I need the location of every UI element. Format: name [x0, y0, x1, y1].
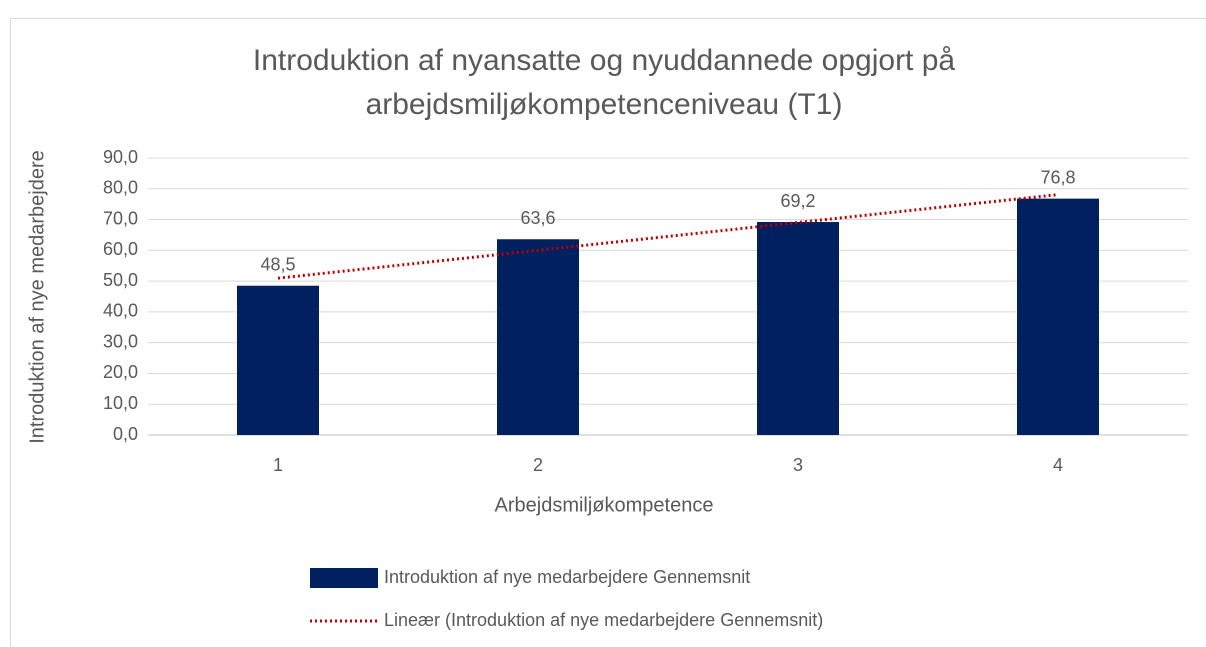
y-tick-label: 30,0 — [103, 331, 138, 351]
x-tick-label: 3 — [793, 455, 803, 475]
bar — [757, 222, 839, 435]
chart-title: Introduktion af nyansatte og nyuddannede… — [253, 44, 956, 77]
y-tick-label: 20,0 — [103, 362, 138, 382]
legend-label: Lineær (Introduktion af nye medarbejdere… — [384, 610, 823, 630]
y-axis-title: Introduktion af nye medarbejdere — [26, 150, 48, 444]
chart-title: arbejdsmiljøkompetenceniveau (T1) — [366, 88, 843, 121]
bar — [497, 239, 579, 435]
x-tick-label: 4 — [1053, 455, 1063, 475]
data-label: 76,8 — [1040, 167, 1075, 187]
x-axis-title: Arbejdsmiljøkompetence — [495, 494, 714, 516]
data-label: 63,6 — [520, 208, 555, 228]
y-tick-label: 80,0 — [103, 178, 138, 198]
data-label: 48,5 — [260, 254, 295, 274]
data-label: 69,2 — [780, 191, 815, 211]
y-tick-label: 60,0 — [103, 239, 138, 259]
bar — [237, 285, 319, 435]
bar — [1017, 198, 1099, 435]
x-tick-label: 1 — [273, 455, 283, 475]
y-tick-label: 50,0 — [103, 270, 138, 290]
y-tick-label: 70,0 — [103, 208, 138, 228]
y-tick-label: 90,0 — [103, 147, 138, 167]
legend-swatch — [310, 568, 378, 588]
trendline — [277, 193, 1059, 280]
chart-frame — [10, 18, 1206, 647]
x-tick-label: 2 — [533, 455, 543, 475]
y-tick-label: 40,0 — [103, 301, 138, 321]
y-tick-label: 0,0 — [113, 424, 138, 444]
y-tick-label: 10,0 — [103, 393, 138, 413]
legend-label: Introduktion af nye medarbejdere Gennems… — [384, 567, 750, 587]
